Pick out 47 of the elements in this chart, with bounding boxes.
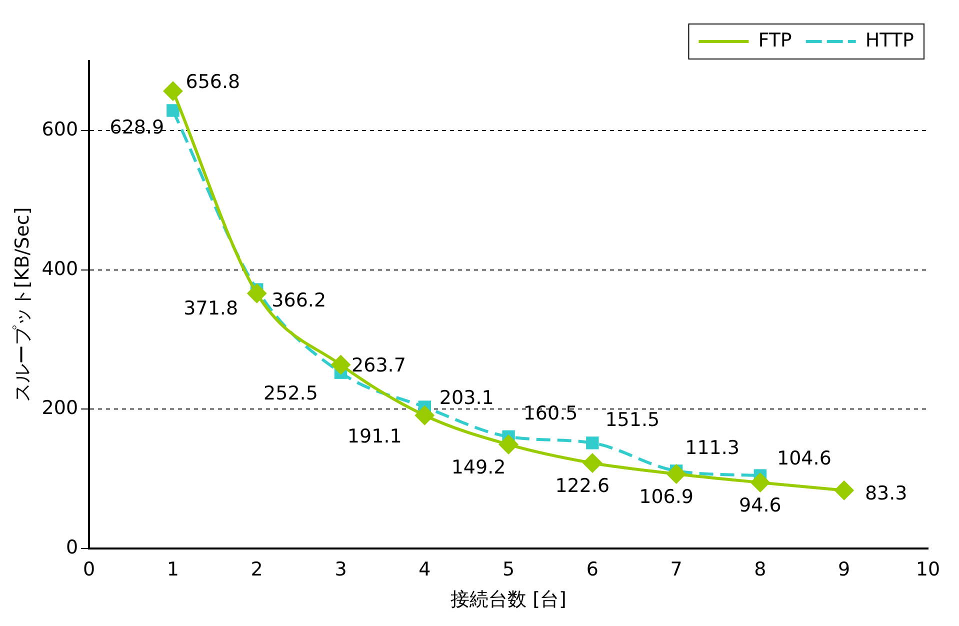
data-label: 149.2 [451, 456, 506, 478]
x-tick-label: 0 [83, 558, 96, 581]
data-label: 122.6 [555, 474, 610, 497]
data-label: 111.3 [685, 436, 740, 459]
data-label: 628.9 [110, 116, 164, 138]
x-tick-label: 1 [166, 558, 180, 581]
data-label: 151.5 [605, 408, 660, 431]
y-axis-title: スループット[KB/Sec] [11, 207, 34, 402]
point [582, 453, 602, 474]
data-label: 252.5 [264, 382, 318, 405]
y-tick-label: 400 [42, 258, 78, 280]
data-label: 263.7 [352, 354, 406, 377]
y-tick-label: 600 [42, 118, 78, 141]
x-tick-label: 4 [418, 558, 431, 581]
x-axis-title: 接続台数 [台] [450, 588, 566, 611]
data-label: 366.2 [272, 289, 326, 312]
data-label: 371.8 [184, 297, 238, 320]
point [750, 472, 770, 493]
legend-label: HTTP [865, 29, 914, 52]
point [330, 354, 351, 375]
point [586, 436, 599, 450]
data-label: 94.6 [739, 494, 782, 516]
data-label: 656.8 [186, 71, 240, 94]
point [414, 405, 435, 426]
x-tick-label: 3 [334, 558, 347, 581]
x-tick-label: 7 [670, 558, 682, 581]
x-tick-label: 10 [916, 558, 940, 581]
data-label: 160.5 [523, 402, 578, 425]
point [246, 283, 267, 304]
data-label: 203.1 [439, 386, 494, 409]
data-label: 83.3 [864, 482, 908, 504]
y-tick-label: 200 [42, 397, 78, 420]
x-tick-label: 9 [838, 558, 850, 581]
y-tick-label: 0 [66, 536, 78, 558]
data-label: 191.1 [347, 425, 402, 448]
x-tick-label: 6 [586, 558, 598, 581]
point [166, 104, 180, 117]
x-tick-label: 2 [250, 558, 263, 581]
point [498, 434, 519, 455]
x-tick-label: 5 [502, 558, 515, 581]
data-label: 106.9 [639, 486, 694, 508]
point [162, 81, 183, 102]
legend-label: FTP [758, 29, 792, 52]
data-label: 104.6 [777, 448, 832, 470]
point [666, 464, 686, 484]
x-tick-label: 8 [754, 558, 766, 581]
point [834, 480, 854, 500]
